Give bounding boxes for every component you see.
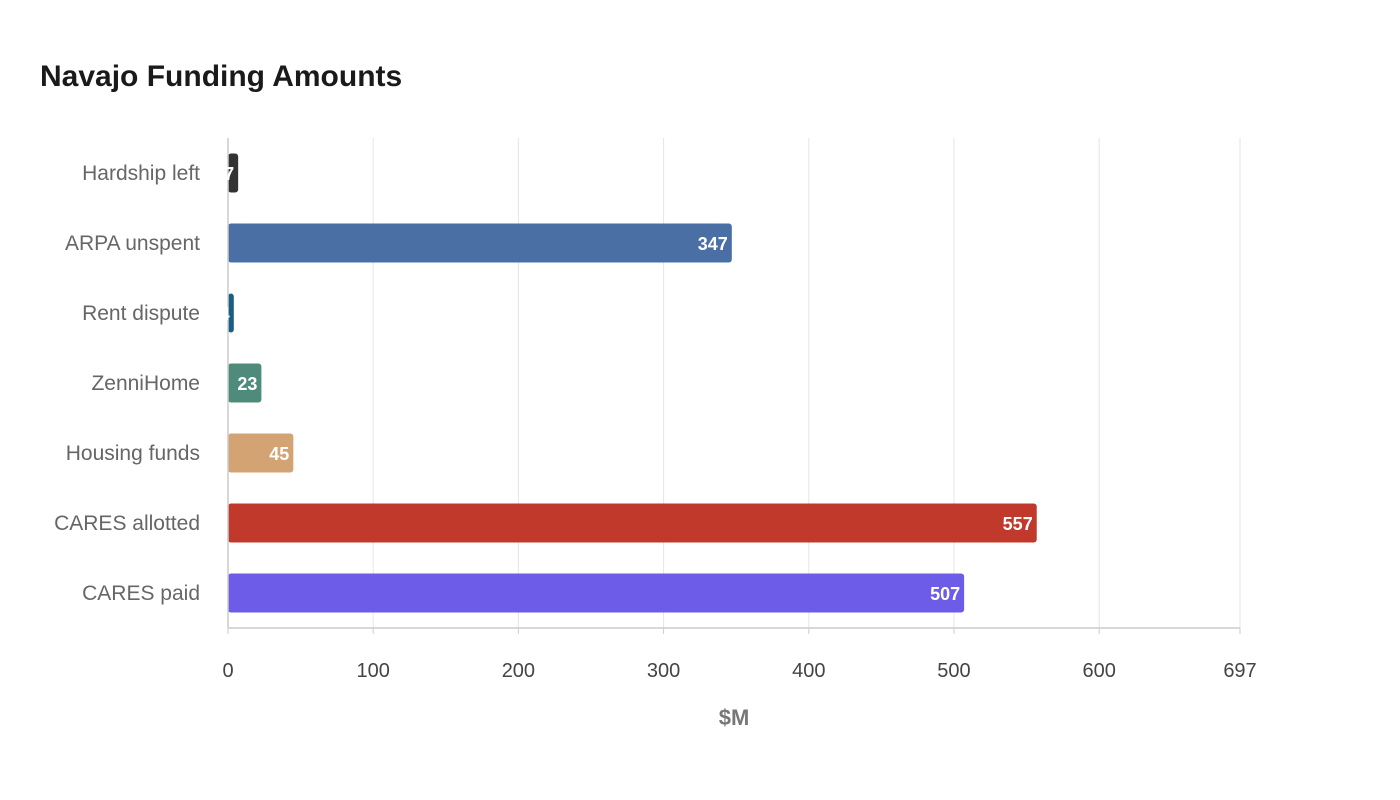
- category-label-cares-paid: CARES paid: [82, 582, 200, 605]
- x-tick-label: 600: [1082, 660, 1115, 682]
- category-label-cares-allotted: CARES allotted: [54, 512, 200, 535]
- labels: 0 100 200 300 400 500 600 697 Hardship left 7 ARPA…: [54, 162, 1257, 682]
- x-tick-label: 100: [357, 660, 390, 682]
- value-label-cares-allotted: 557: [1003, 514, 1033, 534]
- bar-cares-paid: [228, 573, 965, 613]
- bars: [228, 153, 1037, 613]
- value-label-rent-dispute: 4: [220, 304, 230, 324]
- bar-zennihome: [228, 363, 262, 403]
- x-axis-title: $M: [719, 705, 750, 730]
- bar-arpa-unspent: [228, 223, 732, 263]
- value-label-cares-paid: 507: [930, 584, 960, 604]
- x-tick-label: 300: [647, 660, 680, 682]
- value-label-arpa-unspent: 347: [698, 234, 728, 254]
- value-label-housing-funds: 45: [269, 444, 289, 464]
- bar-rent-dispute: [228, 293, 234, 333]
- bar-cares-allotted: [228, 503, 1037, 543]
- x-tick-label: 697: [1223, 660, 1256, 682]
- axes: [227, 138, 1241, 634]
- chart-title: Navajo Funding Amounts: [40, 60, 403, 93]
- x-tick-label: 200: [502, 660, 535, 682]
- bar-hardship-left: [228, 153, 239, 193]
- grid-lines: [372, 138, 1241, 628]
- category-label-arpa-unspent: ARPA unspent: [65, 232, 200, 255]
- x-tick-label: 500: [937, 660, 970, 682]
- category-label-hardship-left: Hardship left: [82, 162, 200, 185]
- value-label-hardship-left: 7: [224, 164, 234, 184]
- x-tick-label: 0: [222, 660, 233, 682]
- category-label-rent-dispute: Rent dispute: [82, 302, 200, 325]
- category-label-housing-funds: Housing funds: [66, 442, 200, 465]
- category-label-zennihome: ZenniHome: [91, 372, 200, 395]
- x-tick-label: 400: [792, 660, 825, 682]
- value-label-zennihome: 23: [237, 374, 257, 394]
- bar-housing-funds: [228, 433, 294, 473]
